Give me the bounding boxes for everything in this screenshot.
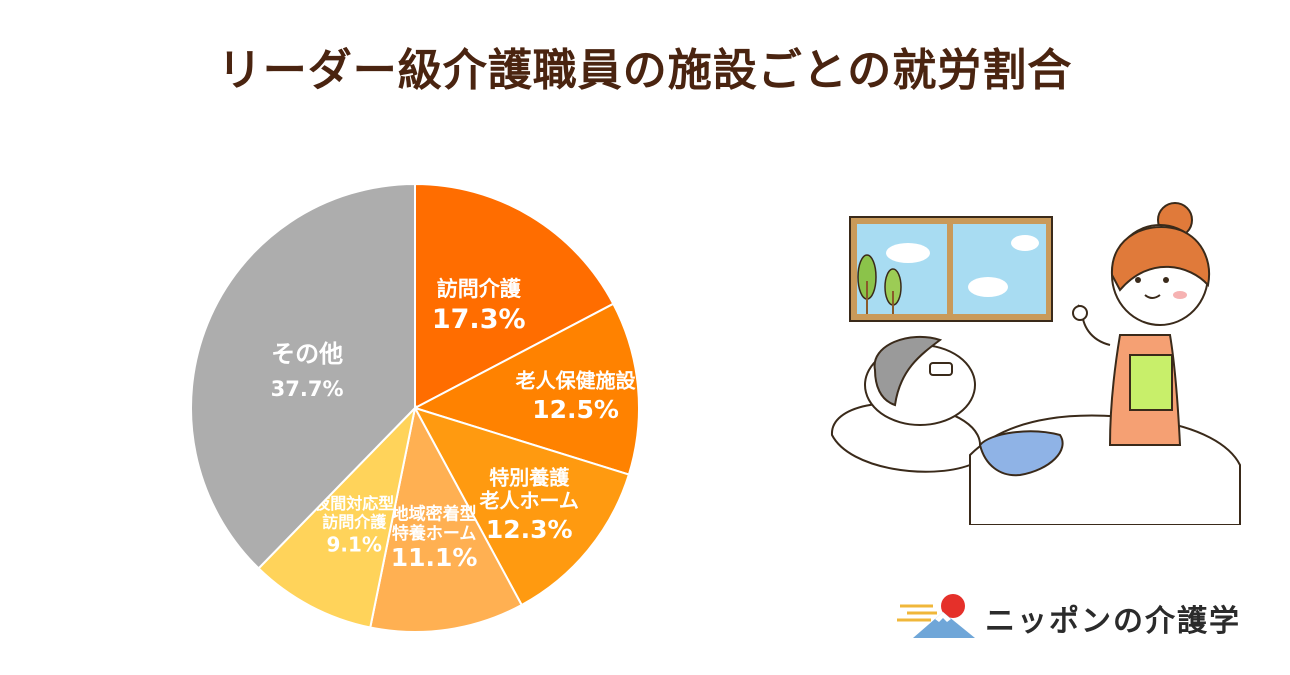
pie-slice xyxy=(412,406,631,607)
caregiver-with-bedridden-patient-illustration xyxy=(830,202,1241,525)
patient-icon xyxy=(864,335,976,426)
slice-value-label: 37.7% xyxy=(271,377,344,401)
pie-slice xyxy=(412,302,640,476)
slice-value-label: 17.3% xyxy=(432,304,526,335)
slice-label: 訪問介護 xyxy=(322,512,387,531)
pie-slice xyxy=(190,182,416,570)
caregiver-icon xyxy=(1072,202,1210,446)
chart-title: リーダー級介護職員の施設ごとの就労割合 xyxy=(217,45,1073,96)
brand-logo: ニッポンの介護学 xyxy=(895,590,1265,650)
slice-label: 夜間対応型 xyxy=(313,494,394,513)
slice-label: その他 xyxy=(271,340,343,368)
slice-value-label: 12.3% xyxy=(486,515,573,544)
brand-logo-text: ニッポンの介護学 xyxy=(985,604,1241,639)
slice-label: 老人保健施設 xyxy=(516,368,637,392)
slice-label: 特養ホーム xyxy=(392,523,477,544)
slice-label: 特別養護 xyxy=(489,466,570,490)
pie-slice xyxy=(414,182,615,410)
slice-value-label: 12.5% xyxy=(532,395,619,424)
rising-sun-mount-fuji-icon xyxy=(897,594,975,638)
slice-value-label: 11.1% xyxy=(391,543,478,572)
slice-label: 地域密着型 xyxy=(392,504,477,525)
slice-value-label: 9.1% xyxy=(326,533,381,557)
window-icon xyxy=(849,216,1053,322)
slice-label: 老人ホーム xyxy=(480,489,579,513)
pie-slice xyxy=(369,405,524,633)
slice-label: 訪問介護 xyxy=(437,277,522,301)
pie-slice xyxy=(257,404,417,629)
